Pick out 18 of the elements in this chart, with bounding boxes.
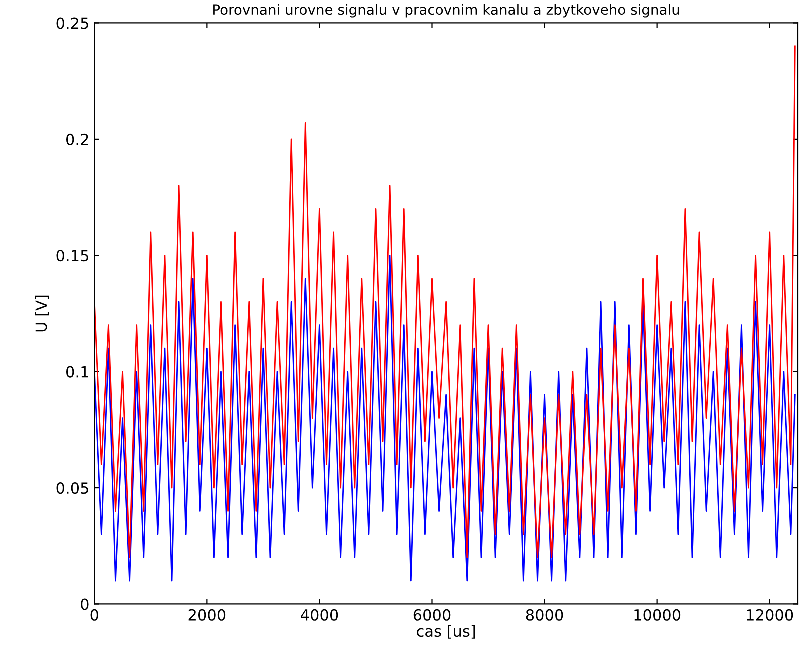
y-tick-label: 0.1 (66, 366, 88, 378)
y-tick-label: 0 (81, 598, 89, 610)
x-tick-label: 8000 (526, 609, 564, 621)
x-tick-label: 2000 (188, 609, 226, 621)
x-tick-label: 0 (90, 609, 98, 621)
y-tick-label: 0.2 (66, 134, 88, 146)
chart-title: Porovnani urovne signalu v pracovnim kanalu a zbytkoveho signalu (214, 4, 680, 18)
x-tick-label: 4000 (301, 609, 338, 621)
line-series (94, 46, 796, 558)
y-axis-title: U [V] (35, 296, 50, 332)
line-series (94, 254, 796, 582)
x-tick-label: 6000 (414, 609, 451, 621)
y-tick-label: 0.25 (56, 18, 88, 30)
y-tick-label: 0.15 (56, 250, 88, 262)
y-tick-label: 0.05 (56, 482, 88, 494)
x-axis-title: cas [us] (417, 625, 476, 639)
x-tick-label: 10000 (634, 609, 681, 621)
x-tick-label: 12000 (747, 609, 794, 621)
